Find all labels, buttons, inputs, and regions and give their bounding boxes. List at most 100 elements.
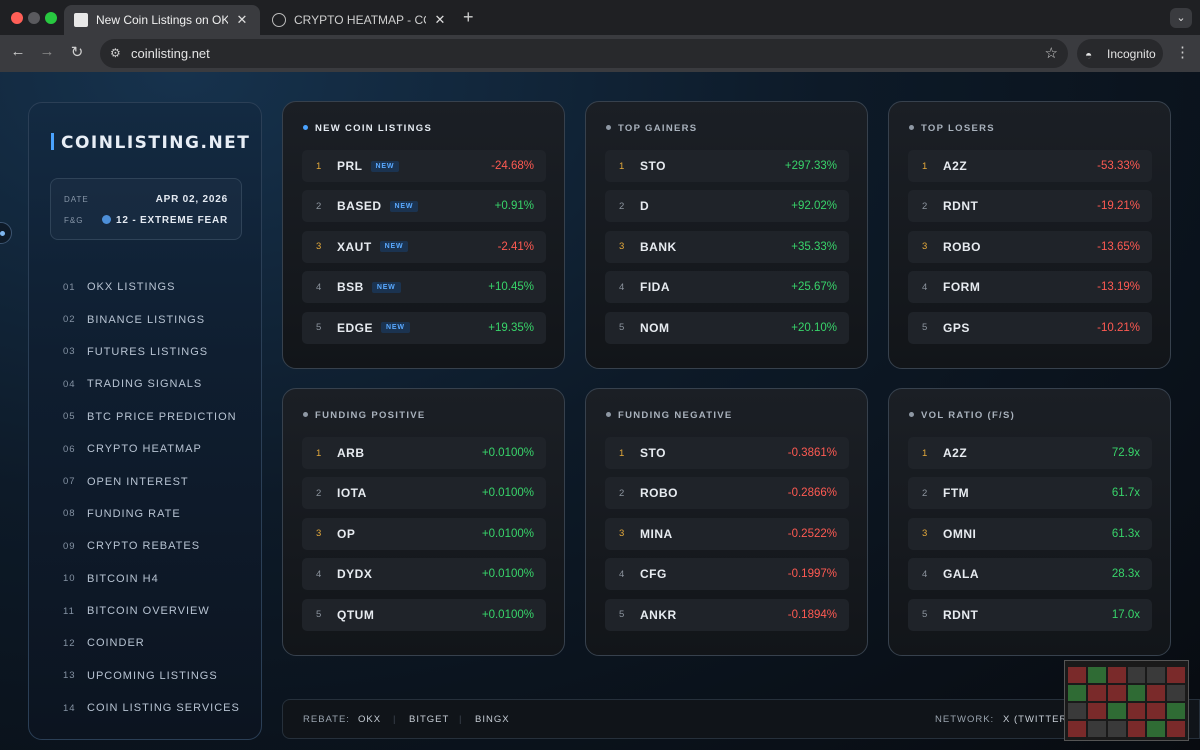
close-tab-icon[interactable]: ✕: [236, 12, 248, 27]
list-item[interactable]: 3 BANK +35.33%: [605, 230, 849, 263]
url-text[interactable]: coinlisting.net: [131, 46, 210, 61]
site-favicon-icon: [74, 13, 88, 27]
list-item[interactable]: 4 BSB NEW +10.45%: [302, 271, 546, 304]
bookmark-star-icon[interactable]: ☆: [1044, 45, 1058, 62]
list-item[interactable]: 4 CFG -0.1997%: [605, 558, 849, 591]
reload-icon[interactable]: ↻: [70, 44, 84, 61]
card-new-coin-listings: NEW COIN LISTINGS 1 PRL NEW -24.68% 2 BASED NEW…: [282, 101, 565, 369]
sidebar-item-upcoming-listings[interactable]: 13 UPCOMING LISTINGS: [63, 660, 240, 692]
list-item[interactable]: 1 A2Z -53.33%: [908, 150, 1152, 182]
list-item[interactable]: 2 FTM 61.7x: [908, 477, 1152, 510]
list-item[interactable]: 3 MINA -0.2522%: [605, 517, 849, 550]
list-item[interactable]: 2 D +92.02%: [605, 190, 849, 223]
network-link-x[interactable]: X (TWITTER): [1003, 714, 1072, 725]
side-toggle-icon[interactable]: [0, 222, 12, 244]
tab-title: New Coin Listings on OKX, Bi: [96, 13, 228, 27]
menu-item-number: 05: [63, 411, 76, 423]
list-item[interactable]: 2 RDNT -19.21%: [908, 190, 1152, 223]
tab-search-chevron-icon[interactable]: ⌄: [1170, 8, 1192, 28]
rank-number: 5: [619, 609, 625, 621]
list-item[interactable]: 3 XAUT NEW -2.41%: [302, 230, 546, 263]
list-item[interactable]: 5 RDNT 17.0x: [908, 598, 1152, 631]
sidebar-item-bitcoin-overview[interactable]: 11 BITCOIN OVERVIEW: [63, 595, 240, 627]
list-item[interactable]: 2 IOTA +0.0100%: [302, 477, 546, 510]
incognito-profile-button[interactable]: ◓ Incognito: [1077, 39, 1163, 68]
card-title: FUNDING POSITIVE: [303, 410, 426, 421]
list-item[interactable]: 3 OP +0.0100%: [302, 517, 546, 550]
maximize-window-button[interactable]: [45, 12, 57, 24]
card-title: VOL RATIO (F/S): [909, 410, 1015, 421]
sidebar-item-coin-listing-services[interactable]: 14 COIN LISTING SERVICES: [63, 692, 240, 724]
coin-symbol: A2Z: [943, 446, 968, 460]
menu-item-label: CRYPTO REBATES: [87, 540, 201, 553]
globe-icon: [272, 13, 286, 27]
list-item[interactable]: 5 EDGE NEW +19.35%: [302, 311, 546, 344]
coin-symbol: OP: [337, 526, 356, 541]
list-item[interactable]: 1 PRL NEW -24.68%: [302, 150, 546, 182]
close-window-button[interactable]: [11, 12, 23, 24]
list-item[interactable]: 5 ANKR -0.1894%: [605, 598, 849, 631]
browser-tab-active[interactable]: New Coin Listings on OKX, Bi ✕: [64, 5, 260, 35]
rank-number: 2: [619, 200, 625, 212]
change-value: +0.0100%: [481, 487, 534, 500]
list-item[interactable]: 1 STO -0.3861%: [605, 437, 849, 469]
sidebar-item-open-interest[interactable]: 07 OPEN INTEREST: [63, 465, 240, 497]
sidebar-item-trading-signals[interactable]: 04 TRADING SIGNALS: [63, 368, 240, 400]
sidebar-item-okx-listings[interactable]: 01 OKX LISTINGS: [63, 271, 240, 303]
menu-item-number: 02: [63, 314, 76, 326]
forward-arrow-icon[interactable]: →: [39, 43, 55, 60]
sidebar-item-bitcoin-h4[interactable]: 10 BITCOIN H4: [63, 563, 240, 595]
list-item[interactable]: 1 A2Z 72.9x: [908, 437, 1152, 469]
list-item[interactable]: 4 DYDX +0.0100%: [302, 558, 546, 591]
list-item[interactable]: 2 BASED NEW +0.91%: [302, 190, 546, 223]
sidebar-item-coinder[interactable]: 12 COINDER: [63, 627, 240, 659]
sidebar-item-futures-listings[interactable]: 03 FUTURES LISTINGS: [63, 336, 240, 368]
site-settings-icon[interactable]: ⚙: [110, 46, 121, 60]
sidebar-item-btc-price-prediction[interactable]: 05 BTC PRICE PREDICTION: [63, 401, 240, 433]
rebate-link-bingx[interactable]: BINGX: [475, 714, 510, 725]
browser-menu-icon[interactable]: ⋮: [1175, 44, 1190, 61]
heatmap-preview-thumbnail[interactable]: [1064, 660, 1189, 741]
rank-number: 2: [316, 487, 322, 499]
card-title-text: FUNDING NEGATIVE: [618, 410, 733, 421]
list-item[interactable]: 3 ROBO -13.65%: [908, 230, 1152, 263]
heatmap-thumb-tile: [1167, 667, 1185, 683]
sidebar-item-funding-rate[interactable]: 08 FUNDING RATE: [63, 498, 240, 530]
list-item[interactable]: 5 GPS -10.21%: [908, 311, 1152, 344]
menu-item-number: 14: [63, 702, 76, 714]
sidebar-item-binance-listings[interactable]: 02 BINANCE LISTINGS: [63, 303, 240, 335]
menu-item-number: 12: [63, 637, 76, 649]
rank-number: 5: [922, 322, 928, 334]
sidebar-item-crypto-heatmap[interactable]: 06 CRYPTO HEATMAP: [63, 433, 240, 465]
coin-symbol: FORM: [943, 280, 981, 295]
list-item[interactable]: 5 QTUM +0.0100%: [302, 598, 546, 631]
list-item[interactable]: 1 STO +297.33%: [605, 150, 849, 182]
list-item[interactable]: 4 FORM -13.19%: [908, 271, 1152, 304]
browser-tab-inactive[interactable]: CRYPTO HEATMAP - COINLIS ✕: [262, 5, 458, 35]
sidebar: COINLISTING.NET DATE APR 02, 2026 F&G 12…: [28, 102, 262, 740]
back-arrow-icon[interactable]: ←: [10, 43, 26, 60]
rebate-link-okx[interactable]: OKX: [358, 714, 382, 725]
list-item[interactable]: 5 NOM +20.10%: [605, 311, 849, 344]
close-tab-icon[interactable]: ✕: [434, 12, 446, 27]
list-item[interactable]: 1 ARB +0.0100%: [302, 437, 546, 469]
card-title-text: TOP LOSERS: [921, 123, 995, 134]
list-item[interactable]: 4 GALA 28.3x: [908, 558, 1152, 591]
list-item[interactable]: 2 ROBO -0.2866%: [605, 477, 849, 510]
heatmap-thumb-tile: [1107, 685, 1126, 701]
site-logo[interactable]: COINLISTING.NET: [51, 133, 250, 153]
sidebar-item-crypto-rebates[interactable]: 09 CRYPTO REBATES: [63, 530, 240, 562]
rank-number: 3: [922, 528, 928, 540]
minimize-window-button[interactable]: [28, 12, 40, 24]
date-panel: DATE APR 02, 2026 F&G 12 - EXTREME FEAR: [50, 178, 242, 240]
address-bar[interactable]: ⚙ coinlisting.net ☆: [100, 39, 1068, 68]
fear-greed-label: F&G: [64, 216, 84, 225]
list-item[interactable]: 3 OMNI 61.3x: [908, 517, 1152, 550]
menu-item-number: 07: [63, 476, 76, 488]
rebate-link-bitget[interactable]: BITGET: [409, 714, 450, 725]
rank-number: 2: [922, 487, 928, 499]
list-item[interactable]: 4 FIDA +25.67%: [605, 271, 849, 304]
bullet-dot-icon: [606, 125, 611, 130]
coin-symbol: ARB: [337, 446, 365, 460]
new-tab-button[interactable]: +: [463, 7, 474, 27]
